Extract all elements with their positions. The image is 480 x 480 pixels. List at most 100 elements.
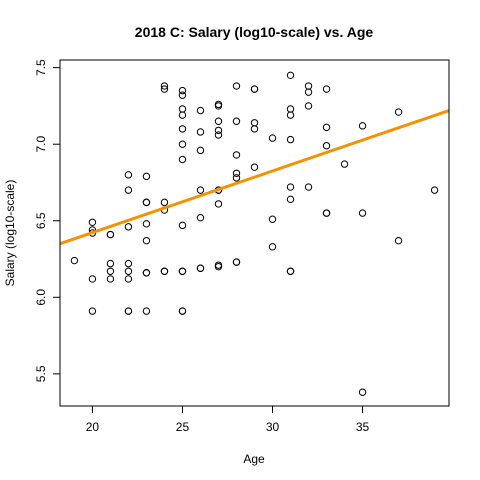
data-point (286, 71, 295, 80)
data-point (142, 172, 151, 181)
data-point (304, 183, 313, 191)
data-point (268, 215, 277, 223)
data-point (232, 169, 241, 177)
x-tick-label: 20 (86, 420, 100, 434)
data-point (358, 209, 367, 217)
data-point (358, 388, 367, 396)
data-point (142, 269, 151, 277)
data-point (142, 220, 151, 228)
data-point (214, 200, 223, 208)
y-tick-label: 5.5 (34, 365, 48, 382)
data-point (124, 171, 133, 179)
data-point (304, 102, 313, 110)
y-tick-label: 6.5 (34, 212, 48, 229)
data-point (322, 209, 331, 217)
data-point (178, 105, 187, 113)
x-axis-label: Age (243, 452, 265, 466)
y-axis: 5.5 6.0 6.5 7.0 7.5 (34, 59, 60, 382)
data-point (178, 155, 187, 164)
data-point (250, 85, 259, 93)
data-points (70, 71, 439, 396)
data-point (142, 307, 151, 315)
data-point (178, 267, 187, 275)
data-point (196, 264, 205, 272)
data-point (214, 102, 223, 110)
y-axis-label: Salary (log10-scale) (3, 180, 17, 287)
data-point (214, 126, 223, 135)
data-point (250, 119, 259, 127)
data-point (178, 86, 187, 95)
plot-frame (59, 59, 450, 407)
data-point (160, 267, 169, 275)
data-point (268, 134, 277, 142)
x-axis: 20 25 30 35 (86, 406, 370, 434)
data-point (178, 91, 187, 99)
data-point (142, 236, 151, 245)
y-tick-label: 7.0 (34, 136, 48, 153)
data-point (232, 82, 241, 90)
data-point (106, 275, 115, 283)
data-point (214, 262, 223, 271)
data-point (304, 82, 313, 90)
data-point (286, 135, 295, 144)
data-point (88, 275, 97, 283)
data-point (322, 142, 331, 150)
data-point (124, 307, 133, 315)
y-tick-label: 6.0 (34, 289, 48, 306)
data-point (124, 259, 133, 268)
data-point (250, 163, 259, 171)
data-point (178, 221, 187, 230)
data-point (214, 117, 223, 125)
x-tick-label: 25 (176, 420, 190, 434)
data-point (268, 243, 277, 251)
data-point (124, 267, 133, 275)
data-point (322, 85, 331, 93)
data-point (106, 267, 115, 275)
data-point (286, 111, 295, 119)
data-point (196, 128, 205, 136)
data-point (286, 183, 295, 191)
data-point (232, 117, 241, 125)
x-tick-label: 30 (266, 420, 280, 434)
data-point (88, 218, 97, 226)
data-point (178, 125, 187, 133)
data-point (160, 85, 169, 93)
data-point (322, 123, 331, 132)
data-point (142, 198, 151, 207)
data-point (286, 267, 295, 275)
data-point (124, 275, 133, 283)
data-point (250, 125, 259, 133)
data-point (106, 259, 115, 268)
data-point (232, 174, 241, 182)
data-point (160, 198, 169, 207)
chart-title: 2018 C: Salary (log10-scale) vs. Age (135, 24, 374, 40)
data-point (394, 108, 403, 116)
data-point (70, 256, 79, 265)
data-point (160, 82, 169, 90)
data-point (232, 258, 241, 266)
data-point (358, 122, 367, 130)
data-point (178, 140, 187, 148)
data-point (178, 307, 187, 315)
data-point (214, 131, 223, 139)
data-point (124, 223, 133, 231)
data-point (304, 88, 313, 96)
data-point (196, 186, 205, 194)
data-point (178, 111, 187, 119)
data-point (430, 186, 439, 194)
y-tick-label: 7.5 (34, 59, 48, 76)
x-tick-label: 35 (356, 420, 370, 434)
data-point (88, 307, 97, 315)
data-point (196, 213, 205, 222)
data-point (124, 186, 133, 194)
data-point (196, 106, 205, 115)
trend-line (59, 109, 450, 246)
data-point (196, 146, 205, 155)
data-point (286, 195, 295, 204)
data-point (286, 105, 295, 113)
data-point (340, 160, 349, 168)
data-point (106, 230, 115, 239)
data-point (232, 151, 241, 159)
data-point (394, 236, 403, 245)
